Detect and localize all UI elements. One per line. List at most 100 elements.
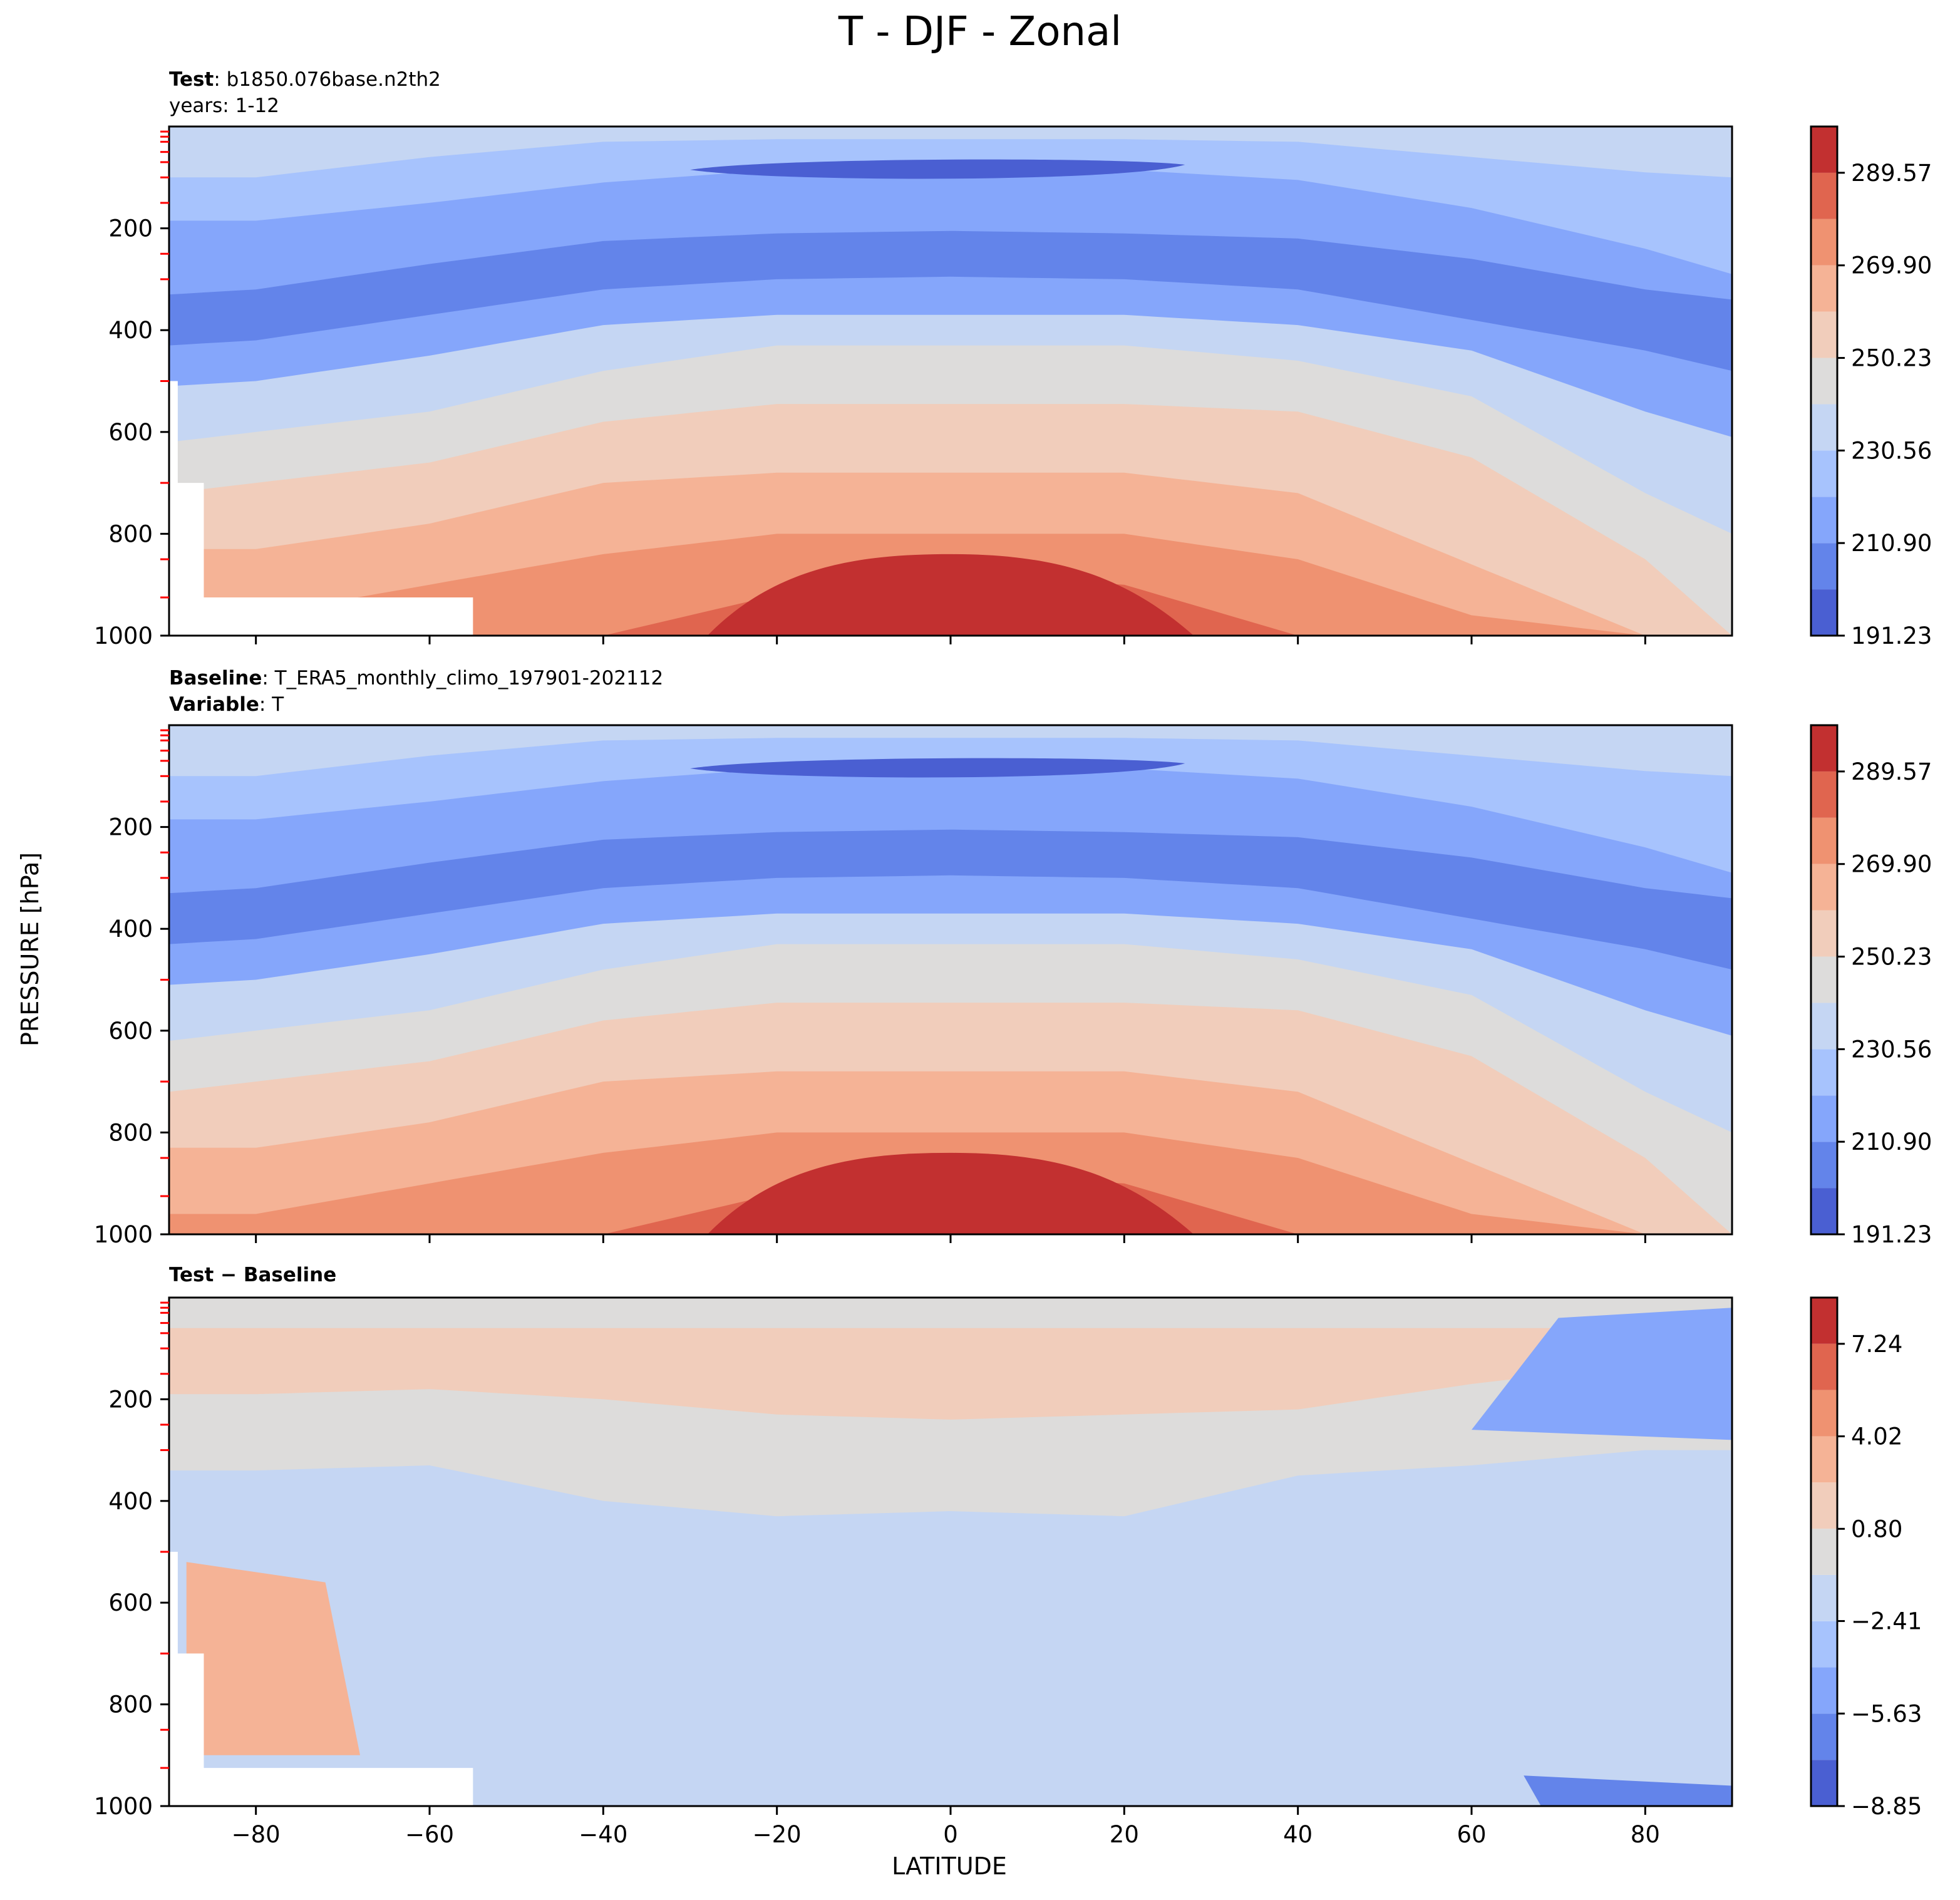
- y-tick-label: 400: [108, 317, 153, 344]
- plot-area-0: 200 400 600 800 1000: [94, 125, 1733, 649]
- colorbar-tick-label: 230.56: [1851, 1036, 1932, 1063]
- colorbar-segment: [1811, 725, 1837, 772]
- x-tick-label: 20: [1110, 1821, 1139, 1848]
- x-axis-title: LATITUDE: [892, 1852, 1007, 1880]
- colorbar-segment: [1811, 589, 1837, 636]
- colorbar-segment: [1811, 1574, 1837, 1621]
- panel-title-difference: Test − Baseline: [169, 1262, 336, 1288]
- colorbar-segment: [1811, 1343, 1837, 1390]
- panel-title-line: Test − Baseline: [169, 1264, 337, 1286]
- colorbar-tick-label: 210.90: [1851, 530, 1932, 557]
- colorbar-segment: [1811, 1390, 1837, 1437]
- colorbar-segment: [1811, 1482, 1837, 1529]
- colorbar-segment: [1811, 1142, 1837, 1189]
- y-tick-label: 200: [108, 215, 153, 242]
- contour-band-warmest: [707, 554, 1194, 636]
- x-tick-label: −40: [579, 1821, 627, 1848]
- y-tick-label: 400: [108, 1488, 153, 1515]
- y-tick-label: 800: [108, 1119, 153, 1146]
- colorbar-segment: [1811, 126, 1837, 173]
- y-tick-label: 600: [108, 1018, 153, 1045]
- colorbar-segment: [1811, 543, 1837, 590]
- colorbar-segment: [1811, 817, 1837, 864]
- contour-band: [169, 1450, 1732, 1806]
- x-tick-label: 0: [943, 1821, 958, 1848]
- colorbar-segment: [1811, 172, 1837, 219]
- contour-band: [186, 1562, 361, 1755]
- colorbar-segment: [1811, 358, 1837, 405]
- colorbar-tick-label: −2.41: [1851, 1608, 1922, 1635]
- colorbar-segment: [1811, 1188, 1837, 1234]
- figure-title: T - DJF - Zonal: [838, 9, 1122, 55]
- colorbar-tick-label: 7.24: [1851, 1331, 1902, 1358]
- x-tick-label: 60: [1457, 1821, 1486, 1848]
- colorbar-tick-label: 0.80: [1851, 1515, 1902, 1542]
- colorbar-segment: [1811, 1049, 1837, 1096]
- panel-title-baseline: Baseline: T_ERA5_monthly_climo_197901-20…: [169, 665, 663, 718]
- y-tick-label: 600: [108, 1589, 153, 1616]
- colorbar-tick-label: 250.23: [1851, 944, 1932, 971]
- colorbar-segment: [1811, 1436, 1837, 1483]
- colorbar-tick-label: 269.90: [1851, 851, 1932, 878]
- contour-band-coldest: [690, 758, 1185, 778]
- colorbar-tick-label: 289.57: [1851, 160, 1932, 187]
- x-tick-label: −60: [405, 1821, 454, 1848]
- panel-title-line: Test: b1850.076base.n2th2: [169, 68, 441, 91]
- contour-band-warmest: [707, 1152, 1194, 1234]
- panel-title-line: Variable: T: [169, 693, 284, 716]
- colorbar-segment: [1811, 450, 1837, 497]
- colorbar-segment: [1811, 404, 1837, 451]
- y-tick-label: 200: [108, 814, 153, 841]
- x-tick-label: −80: [232, 1821, 281, 1848]
- colorbar-1: 191.23 210.90 230.56 250.23 269.90 289.57: [1810, 724, 1932, 1248]
- x-tick-label: 80: [1631, 1821, 1660, 1848]
- colorbar-segment: [1811, 771, 1837, 818]
- x-tick-label: 40: [1283, 1821, 1313, 1848]
- masked-surface: [169, 381, 473, 636]
- colorbar-tick-label: 230.56: [1851, 437, 1932, 464]
- contour-band-coldest: [690, 159, 1185, 179]
- colorbar-segment: [1811, 265, 1837, 312]
- contour-band: [1472, 1308, 1732, 1440]
- y-tick-label: 1000: [94, 622, 153, 649]
- colorbar-tick-label: 289.57: [1851, 758, 1932, 785]
- colorbar-tick-label: 191.23: [1851, 1221, 1932, 1248]
- y-tick-label: 800: [108, 520, 153, 547]
- colorbar-tick-label: −8.85: [1851, 1793, 1922, 1820]
- panel-title-test: Test: b1850.076base.n2th2 years: 1-12: [169, 66, 441, 119]
- colorbar-segment: [1811, 1095, 1837, 1142]
- colorbar-segment: [1811, 497, 1837, 544]
- colorbar-segment: [1811, 956, 1837, 1003]
- colorbar-segment: [1811, 1003, 1837, 1050]
- colorbar-tick-label: 269.90: [1851, 252, 1932, 279]
- masked-surface: [169, 1552, 473, 1806]
- colorbar-tick-label: 210.90: [1851, 1128, 1932, 1155]
- plot-area-1: 200 400 600 800 1000: [94, 724, 1733, 1248]
- y-axis-title: PRESSURE [hPa]: [16, 852, 44, 1047]
- colorbar-tick-label: 191.23: [1851, 622, 1932, 649]
- colorbar-segment: [1811, 1621, 1837, 1668]
- colorbar-segment: [1811, 1529, 1837, 1575]
- x-tick-label: −20: [753, 1821, 802, 1848]
- colorbar-segment: [1811, 1713, 1837, 1760]
- y-tick-label: 400: [108, 916, 153, 942]
- colorbar-0: 191.23 210.90 230.56 250.23 269.90 289.57: [1810, 125, 1932, 649]
- colorbar-tick-label: 250.23: [1851, 345, 1932, 372]
- plot-area-2: 200 400 600 800 1000 −80 −60 −40 −20 0 20 40 60 80: [94, 1296, 1733, 1848]
- colorbar-segment: [1811, 1667, 1837, 1714]
- panel-title-line: years: 1-12: [169, 95, 279, 117]
- y-tick-label: 200: [108, 1386, 153, 1413]
- y-tick-label: 1000: [94, 1793, 153, 1820]
- colorbar-segment: [1811, 1298, 1837, 1344]
- colorbar-segment: [1811, 219, 1837, 266]
- colorbar-segment: [1811, 910, 1837, 957]
- y-tick-label: 600: [108, 419, 153, 446]
- colorbar-2: −8.85 −5.63 −2.41 0.80 4.02 7.24: [1810, 1296, 1922, 1820]
- panel-title-line: Baseline: T_ERA5_monthly_climo_197901-20…: [169, 667, 664, 689]
- y-tick-label: 1000: [94, 1221, 153, 1248]
- colorbar-segment: [1811, 864, 1837, 911]
- colorbar-segment: [1811, 311, 1837, 358]
- colorbar-segment: [1811, 1760, 1837, 1806]
- colorbar-tick-label: −5.63: [1851, 1700, 1922, 1727]
